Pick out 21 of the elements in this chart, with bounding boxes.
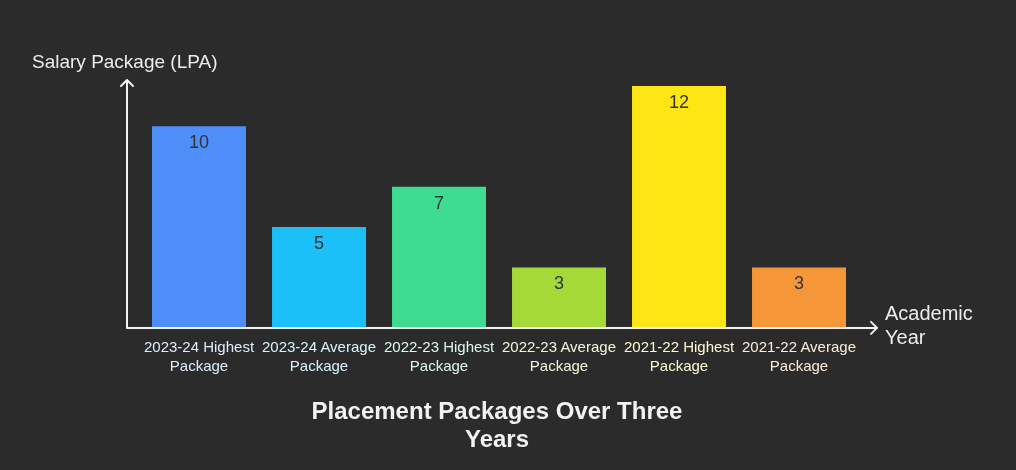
text: Placement Packages Over Three Years [310, 397, 684, 453]
bar [392, 186, 486, 328]
bar [752, 267, 846, 328]
x-tick-label: 2021-22 Highest Package [623, 337, 735, 374]
x-tick-label: 2021-22 Average Package [742, 337, 856, 374]
x-tick-label: 2023-24 Highest Package [143, 337, 255, 374]
y-axis-title: Salary Package (LPA) [32, 50, 218, 74]
data-label: 7 [433, 192, 445, 213]
data-label: 3 [553, 273, 565, 294]
bar [512, 267, 606, 328]
bar [152, 126, 246, 328]
data-label: 5 [313, 233, 325, 254]
bar [272, 227, 366, 328]
data-label: 10 [188, 132, 210, 153]
x-axis-title: Academic Year [885, 301, 974, 349]
data-label: 12 [668, 91, 690, 112]
x-tick-label: 2022-23 Highest Package [383, 337, 495, 374]
x-tick-label: 2023-24 Average Package [262, 337, 376, 374]
bar [632, 86, 726, 328]
data-label: 3 [793, 273, 805, 294]
x-tick-label: 2022-23 Average Package [502, 337, 616, 374]
